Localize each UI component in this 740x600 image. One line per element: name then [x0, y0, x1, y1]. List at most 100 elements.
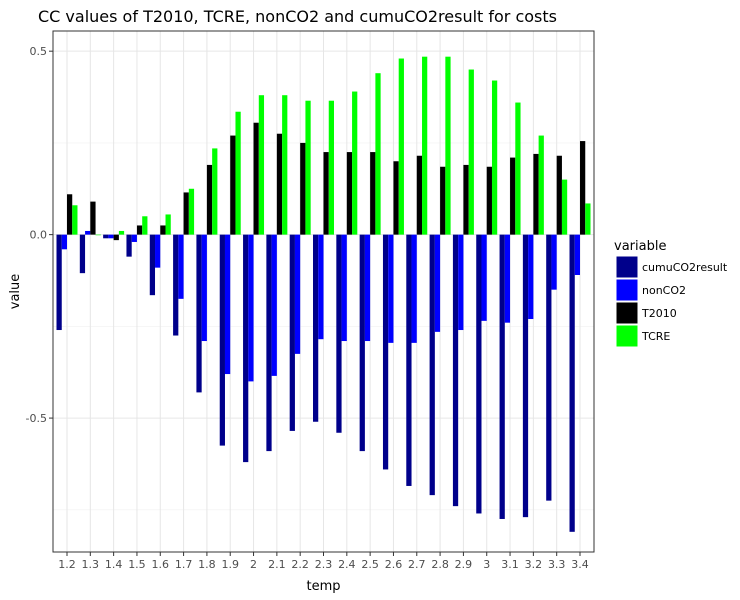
x-tick-label: 3: [483, 558, 490, 571]
bar-cumuCO2result-1.9: [219, 234, 225, 446]
bar-TCRE-3: [491, 80, 498, 235]
x-tick-label: 3.4: [571, 558, 589, 571]
x-tick-label: 1.4: [105, 558, 123, 571]
bar-TCRE-2: [258, 95, 265, 235]
bar-T2010-2.6: [393, 161, 399, 235]
legend-key-T2010: [615, 301, 639, 325]
bar-nonCO2-2.6: [388, 234, 394, 343]
bar-T2010-1.5: [136, 225, 143, 235]
bar-TCRE-1.3: [95, 234, 101, 236]
bar-T2010-1.2: [66, 194, 73, 235]
bar-nonCO2-1.8: [201, 234, 207, 342]
legend-title: variable: [614, 239, 666, 254]
bar-TCRE-1.9: [235, 111, 241, 235]
bar-cumuCO2result-2.2: [289, 234, 295, 431]
bar-T2010-2.3: [323, 152, 329, 235]
bar-T2010-2.8: [440, 166, 446, 235]
bar-nonCO2-3.2: [528, 234, 534, 320]
bar-TCRE-2.4: [352, 91, 358, 235]
bar-T2010-1.9: [230, 135, 236, 235]
bar-T2010-3.4: [580, 141, 586, 235]
chart-title: CC values of T2010, TCRE, nonCO2 and cum…: [38, 7, 557, 26]
legend-key-nonCO2: [615, 278, 639, 302]
bar-T2010-3.3: [556, 155, 562, 235]
bar-T2010-1.8: [206, 164, 213, 235]
bar-cumuCO2result-2.7: [406, 234, 412, 486]
bar-nonCO2-2.7: [411, 234, 417, 343]
x-tick-label: 2.3: [315, 558, 333, 571]
legend-label-TCRE: TCRE: [641, 330, 670, 343]
x-tick-label: 2.7: [408, 558, 426, 571]
bar-cumuCO2result-1.7: [173, 234, 179, 336]
x-tick-label: 3.1: [501, 558, 519, 571]
bar-TCRE-1.4: [118, 230, 125, 235]
x-tick-label: 1.9: [221, 558, 239, 571]
x-tick-label: 2.5: [361, 558, 379, 571]
bar-cumuCO2result-3: [476, 234, 482, 514]
x-tick-label: 1.3: [82, 558, 100, 571]
x-tick-label: 2.9: [455, 558, 473, 571]
y-axis: -0.5 0.0 0.5: [26, 45, 53, 425]
bar-T2010-1.7: [183, 192, 189, 235]
bar-cumuCO2result-3.2: [522, 234, 529, 518]
bar-cumuCO2result-2.1: [266, 234, 272, 452]
bar-TCRE-1.8: [212, 148, 218, 235]
bar-TCRE-2.2: [305, 100, 311, 235]
bar-cumuCO2result-2.4: [336, 234, 342, 433]
bar-nonCO2-3.3: [551, 234, 557, 290]
bar-nonCO2-1.5: [131, 234, 137, 242]
legend-label-nonCO2: nonCO2: [642, 284, 686, 297]
bar-T2010-2.1: [276, 133, 283, 235]
x-tick-label: 1.6: [152, 558, 170, 571]
bar-T2010-1.4: [113, 234, 119, 241]
bar-TCRE-1.2: [72, 205, 78, 235]
bar-TCRE-1.5: [142, 216, 148, 235]
bar-T2010-1.6: [160, 225, 166, 235]
bar-nonCO2-3.1: [504, 234, 511, 323]
bar-nonCO2-1.2: [61, 234, 67, 250]
x-tick-label: 3.3: [548, 558, 566, 571]
bar-cumuCO2result-2.3: [313, 234, 319, 422]
bar-cumuCO2result-1.6: [149, 234, 156, 296]
bar-nonCO2-1.9: [224, 234, 231, 375]
bar-nonCO2-2.4: [341, 234, 347, 342]
y-tick-label: -0.5: [26, 412, 47, 425]
bar-nonCO2-3: [481, 234, 487, 321]
x-tick-label: 2.8: [431, 558, 449, 571]
bar-nonCO2-2.8: [434, 234, 441, 332]
bar-nonCO2-1.7: [178, 234, 184, 299]
bar-T2010-1.3: [90, 201, 96, 235]
bar-TCRE-2.8: [445, 56, 451, 235]
bar-TCRE-1.7: [188, 188, 195, 235]
x-axis: 1.2 1.3 1.4 1.5 1.6 1.7 1.8 1.9 2 2.1 2.2 2.3 2.4 2.5…: [58, 552, 589, 571]
bar-cumuCO2result-1.5: [126, 234, 132, 257]
legend-label-cumuCO2result: cumuCO2result: [642, 261, 728, 274]
y-tick-label: 0.5: [30, 45, 48, 58]
bar-cumuCO2result-1.4: [103, 234, 109, 239]
x-axis-title: temp: [306, 579, 340, 594]
bar-T2010-3.2: [533, 153, 539, 235]
bar-cumuCO2result-2: [243, 234, 249, 463]
bar-cumuCO2result-1.3: [79, 234, 86, 274]
bar-T2010-2.4: [346, 152, 353, 235]
x-tick-label: 3.2: [525, 558, 543, 571]
bar-TCRE-2.1: [282, 95, 288, 235]
bar-T2010-2.7: [416, 155, 423, 235]
bar-TCRE-2.3: [328, 100, 334, 235]
bar-cumuCO2result-2.8: [429, 234, 435, 496]
bar-TCRE-3.2: [538, 135, 544, 235]
bar-TCRE-3.4: [585, 203, 591, 235]
bar-cumuCO2result-2.9: [452, 234, 459, 507]
x-tick-label: 2.4: [338, 558, 356, 571]
bar-cumuCO2result-1.2: [56, 234, 62, 331]
bar-TCRE-2.9: [468, 69, 474, 235]
bar-nonCO2-1.4: [108, 234, 114, 239]
x-tick-label: 1.8: [198, 558, 216, 571]
bar-nonCO2-2.5: [364, 234, 371, 342]
x-tick-label: 2.2: [291, 558, 309, 571]
bar-T2010-3.1: [510, 157, 516, 235]
x-tick-label: 2.6: [385, 558, 403, 571]
bar-nonCO2-3.4: [574, 234, 581, 275]
bars: [56, 56, 591, 532]
